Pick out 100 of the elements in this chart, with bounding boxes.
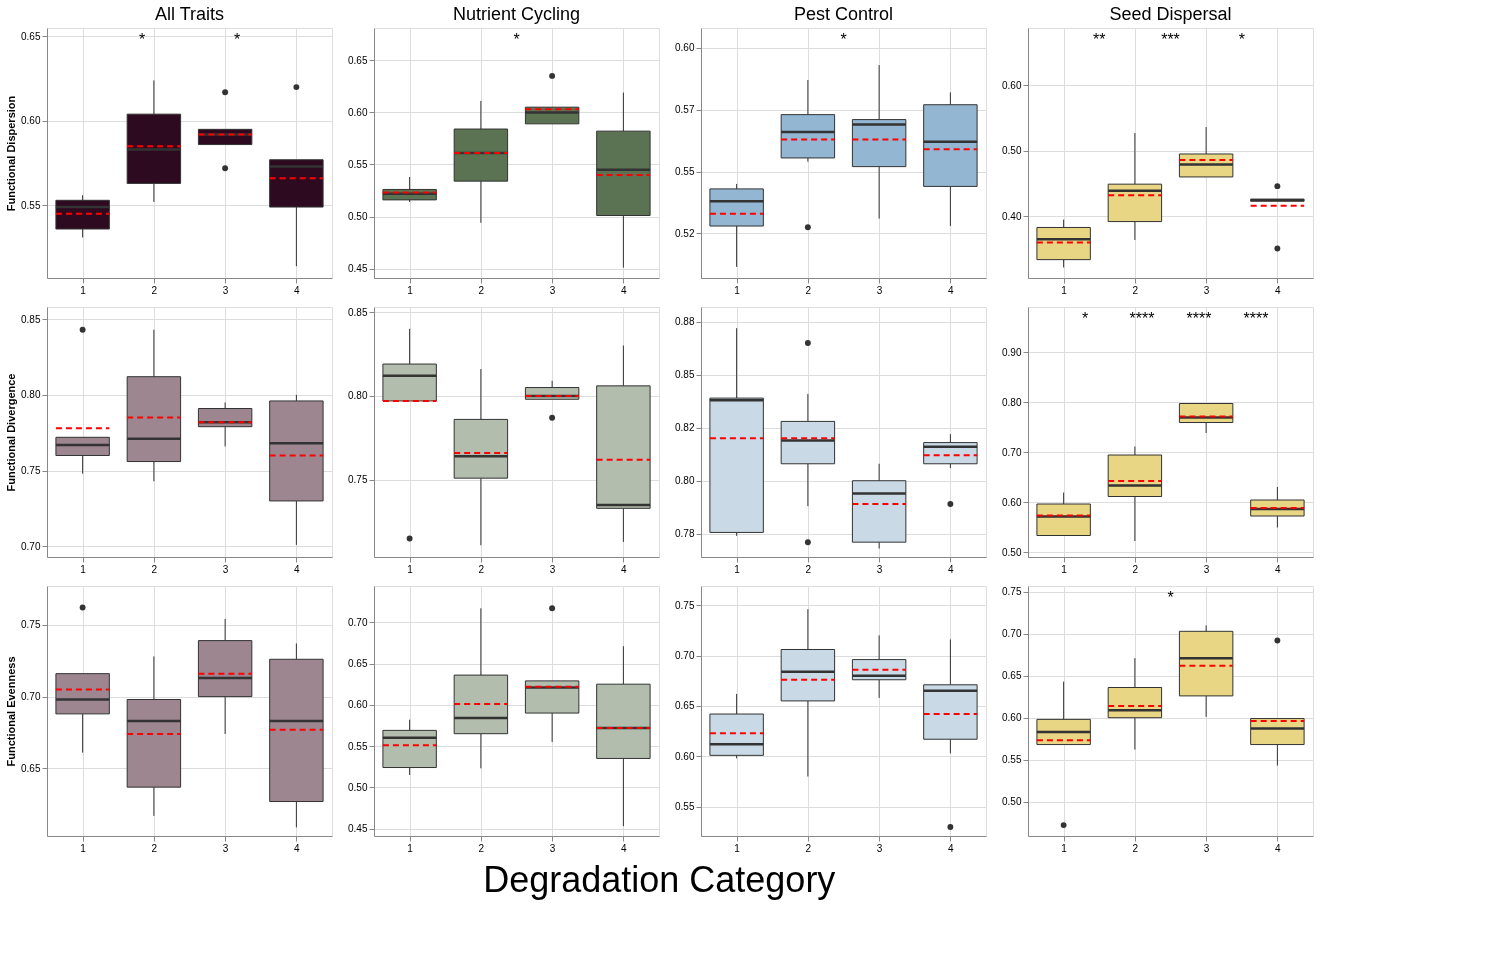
annotation: **** <box>1186 310 1212 327</box>
x-tick-label: 1 <box>80 842 87 854</box>
x-tick-label: 4 <box>948 284 955 296</box>
y-tick-label: 0.85 <box>21 313 41 325</box>
y-tick-label: 0.50 <box>1002 546 1022 558</box>
y-tick-label: 0.75 <box>21 465 41 477</box>
x-tick-label: 1 <box>734 284 741 296</box>
annotation: * <box>138 31 146 48</box>
x-tick-label: 1 <box>1061 563 1068 575</box>
x-tick-label: 2 <box>1132 563 1139 575</box>
x-tick-label: 1 <box>80 284 87 296</box>
x-tick-label: 1 <box>734 842 741 854</box>
x-tick-label: 4 <box>948 842 955 854</box>
annotation: * <box>1081 310 1089 327</box>
annotation: **** <box>1243 310 1269 327</box>
x-tick-label: 4 <box>1275 842 1282 854</box>
y-tick-label: 0.50 <box>348 211 368 223</box>
y-tick-label: 0.75 <box>21 619 41 631</box>
y-tick-label: 0.65 <box>348 658 368 670</box>
x-tick-label: 2 <box>478 284 485 296</box>
y-tick-label: 0.65 <box>1002 670 1022 682</box>
y-axis-title: Functional Evenness <box>5 656 18 767</box>
x-tick-label: 3 <box>222 842 229 854</box>
y-tick-label: 0.55 <box>348 740 368 752</box>
x-tick-label: 2 <box>151 563 158 575</box>
chart-title: Seed Dispersal <box>1109 4 1232 24</box>
x-tick-label: 3 <box>1203 284 1210 296</box>
x-tick-label: 2 <box>151 842 158 854</box>
x-tick-label: 3 <box>222 563 229 575</box>
x-tick-label: 1 <box>407 842 414 854</box>
y-tick-label: 0.80 <box>348 390 368 402</box>
y-tick-label: 0.70 <box>21 540 41 552</box>
chart-title: Nutrient Cycling <box>452 4 581 24</box>
x-tick-label: 3 <box>549 842 556 854</box>
y-tick-label: 0.65 <box>675 700 695 712</box>
x-tick-label: 2 <box>805 284 812 296</box>
y-tick-label: 0.90 <box>1002 346 1022 358</box>
y-tick-label: 0.60 <box>1002 79 1022 91</box>
y-axis-title: Functional Divergence <box>5 373 18 492</box>
y-tick-label: 0.88 <box>675 316 695 328</box>
x-tick-label: 1 <box>407 563 414 575</box>
x-tick-label: 2 <box>478 563 485 575</box>
y-tick-label: 0.78 <box>675 528 695 540</box>
y-tick-label: 0.50 <box>348 781 368 793</box>
annotation: * <box>233 31 241 48</box>
y-tick-label: 0.50 <box>1002 145 1022 157</box>
x-tick-label: 3 <box>549 563 556 575</box>
x-tick-label: 2 <box>805 563 812 575</box>
y-tick-label: 0.65 <box>348 54 368 66</box>
x-tick-label: 3 <box>1203 563 1210 575</box>
x-tick-label: 4 <box>1275 284 1282 296</box>
y-tick-label: 0.80 <box>1002 396 1022 408</box>
chart-title: All Traits <box>154 4 225 24</box>
y-tick-label: 0.55 <box>348 158 368 170</box>
x-axis-title: Degradation Category <box>483 858 836 900</box>
y-tick-label: 0.40 <box>1002 210 1022 222</box>
annotation: * <box>1238 31 1245 48</box>
y-tick-label: 0.57 <box>675 104 695 116</box>
x-tick-label: 2 <box>805 842 812 854</box>
x-tick-label: 3 <box>549 284 556 296</box>
y-tick-label: 0.65 <box>21 30 41 42</box>
y-tick-label: 0.75 <box>675 599 695 611</box>
x-tick-label: 3 <box>876 842 883 854</box>
y-tick-label: 0.50 <box>1002 796 1022 808</box>
y-tick-label: 0.55 <box>1002 754 1022 766</box>
y-tick-label: 0.45 <box>348 823 368 835</box>
y-tick-label: 0.70 <box>1002 446 1022 458</box>
annotation: *** <box>1161 31 1180 48</box>
y-tick-label: 0.70 <box>348 616 368 628</box>
y-tick-label: 0.60 <box>348 106 368 118</box>
x-tick-label: 2 <box>151 284 158 296</box>
y-tick-label: 0.60 <box>1002 712 1022 724</box>
chart-title: Pest Control <box>793 4 894 24</box>
x-tick-label: 1 <box>734 563 741 575</box>
y-tick-label: 0.75 <box>348 474 368 486</box>
x-tick-label: 1 <box>1061 284 1068 296</box>
y-tick-label: 0.55 <box>21 199 41 211</box>
y-tick-label: 0.65 <box>21 762 41 774</box>
x-tick-label: 1 <box>80 563 87 575</box>
x-tick-label: 2 <box>478 842 485 854</box>
x-tick-label: 3 <box>876 563 883 575</box>
y-tick-label: 0.70 <box>675 650 695 662</box>
y-axis-title: Functional Dispersion <box>5 95 18 212</box>
x-tick-label: 3 <box>222 284 229 296</box>
annotation: * <box>1167 589 1174 606</box>
x-tick-label: 4 <box>948 563 955 575</box>
x-tick-label: 4 <box>294 563 301 575</box>
annotation: * <box>513 31 520 48</box>
y-tick-label: 0.60 <box>675 42 695 54</box>
x-tick-label: 4 <box>294 284 301 296</box>
y-tick-label: 0.80 <box>675 475 695 487</box>
y-tick-label: 0.85 <box>348 306 368 318</box>
x-tick-label: 1 <box>407 284 414 296</box>
y-tick-label: 0.60 <box>21 115 41 127</box>
y-tick-label: 0.52 <box>675 227 695 239</box>
y-tick-label: 0.70 <box>1002 628 1022 640</box>
x-tick-label: 3 <box>1203 842 1210 854</box>
x-tick-label: 1 <box>1061 842 1068 854</box>
x-tick-label: 4 <box>294 842 301 854</box>
annotation: **** <box>1129 310 1155 327</box>
